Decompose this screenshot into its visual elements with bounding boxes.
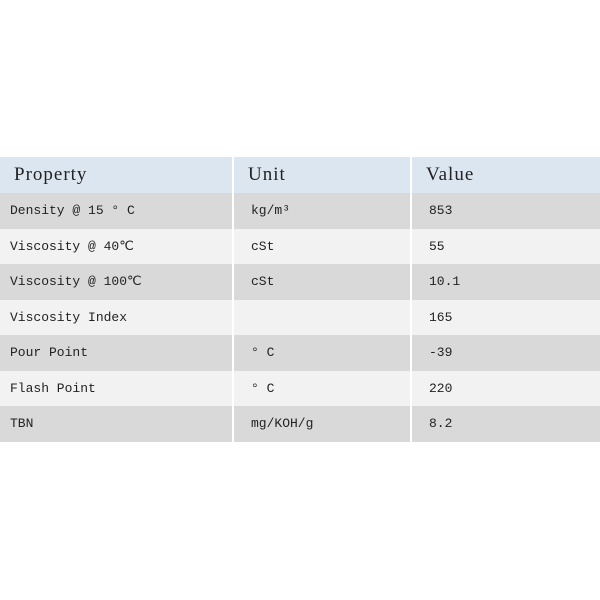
header-unit: Unit [232, 157, 411, 193]
cell-value: 55 [410, 228, 600, 264]
cell-value: 10.1 [410, 264, 600, 300]
cell-unit: kg/m³ [232, 193, 411, 229]
cell-unit [232, 299, 411, 335]
cell-value: 220 [410, 370, 600, 406]
cell-property: Pour Point [0, 335, 233, 371]
cell-unit: ° C [232, 335, 411, 371]
cell-unit: cSt [232, 228, 411, 264]
cell-property: Density @ 15 ° C [0, 193, 233, 229]
cell-unit: cSt [232, 264, 411, 300]
cell-value: -39 [410, 335, 600, 371]
cell-value: 853 [410, 193, 600, 229]
header-row: Property Unit Value [0, 157, 600, 193]
table-row: Viscosity @ 100℃ cSt 10.1 [0, 264, 600, 300]
cell-property: Viscosity @ 40℃ [0, 228, 233, 264]
header-value: Value [410, 157, 600, 193]
table-row: Flash Point ° C 220 [0, 370, 600, 406]
table-row: Pour Point ° C -39 [0, 335, 600, 371]
cell-value: 8.2 [410, 406, 600, 442]
header-property: Property [0, 157, 233, 193]
cell-value: 165 [410, 299, 600, 335]
table-row: Viscosity @ 40℃ cSt 55 [0, 228, 600, 264]
table-row: Viscosity Index 165 [0, 299, 600, 335]
table-row: TBN mg/KOH/g 8.2 [0, 406, 600, 442]
cell-unit: mg/KOH/g [232, 406, 411, 442]
cell-property: Flash Point [0, 370, 233, 406]
cell-property: TBN [0, 406, 233, 442]
cell-unit: ° C [232, 370, 411, 406]
cell-property: Viscosity @ 100℃ [0, 264, 233, 300]
cell-property: Viscosity Index [0, 299, 233, 335]
